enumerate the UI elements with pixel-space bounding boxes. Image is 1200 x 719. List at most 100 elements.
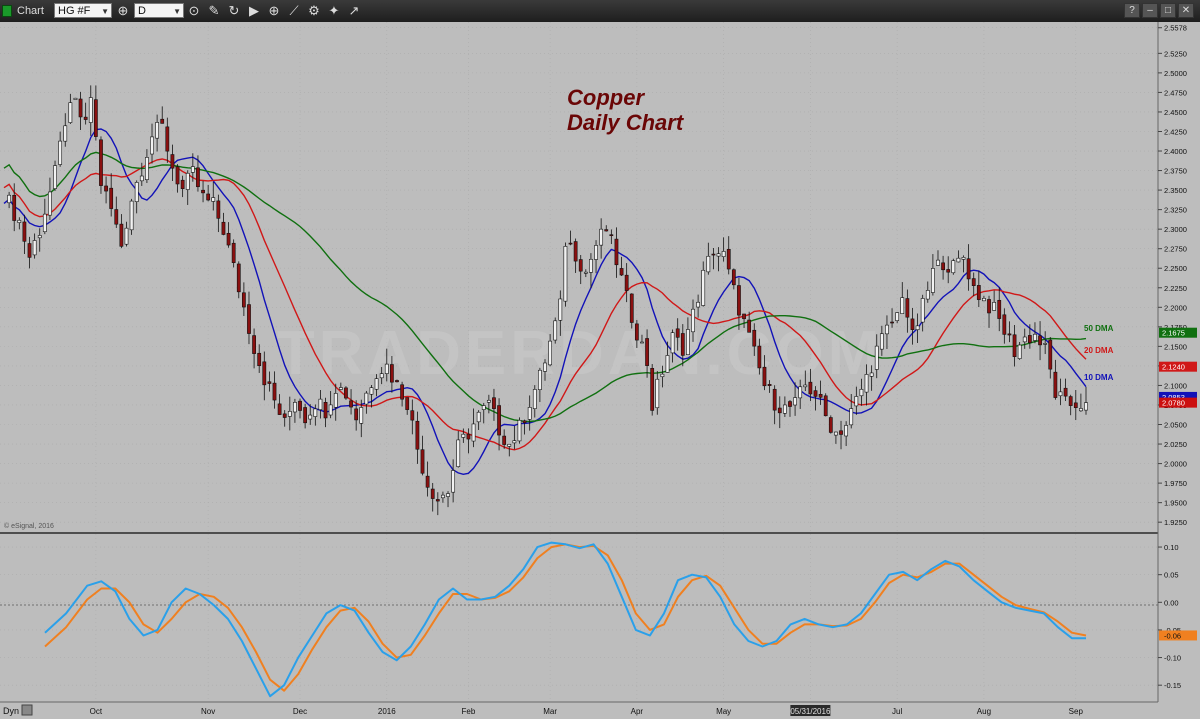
candle bbox=[931, 254, 935, 296]
twitter-icon[interactable]: ✦ bbox=[328, 3, 340, 18]
candle bbox=[782, 396, 787, 417]
zoom-in-icon[interactable]: ⊕ bbox=[268, 3, 280, 18]
candle bbox=[287, 396, 292, 431]
candle bbox=[772, 385, 777, 425]
minimize-button[interactable]: – bbox=[1142, 3, 1158, 18]
candle bbox=[476, 410, 481, 430]
candle bbox=[272, 371, 277, 409]
candle bbox=[430, 482, 435, 512]
candle bbox=[42, 198, 47, 235]
lock-icon[interactable]: ⊙ bbox=[188, 3, 200, 18]
candle bbox=[788, 399, 792, 417]
price-tick-label: 2.2250 bbox=[1164, 284, 1187, 293]
candle bbox=[446, 491, 450, 508]
settings-icon[interactable]: ⚙ bbox=[308, 3, 320, 18]
candle bbox=[849, 393, 854, 429]
candle bbox=[114, 196, 119, 228]
oscillator-tick-label: -0.15 bbox=[1164, 681, 1181, 690]
candle bbox=[1048, 337, 1053, 379]
price-tick-label: 1.9250 bbox=[1164, 518, 1187, 527]
candle bbox=[614, 227, 619, 278]
help-button[interactable]: ? bbox=[1124, 3, 1140, 18]
price-tick-label: 2.3500 bbox=[1164, 186, 1187, 195]
candle bbox=[721, 237, 726, 262]
link-icon[interactable]: ⊕ bbox=[117, 3, 129, 18]
time-tick-label: May bbox=[716, 707, 731, 716]
candle bbox=[277, 394, 282, 415]
scroll-handle[interactable] bbox=[21, 704, 33, 716]
price-tick-label: 2.0000 bbox=[1164, 460, 1187, 469]
candle bbox=[471, 408, 476, 448]
candle bbox=[747, 311, 752, 333]
candle bbox=[874, 334, 879, 379]
play-icon[interactable]: ▶ bbox=[249, 3, 259, 18]
candle bbox=[196, 155, 200, 192]
candle bbox=[492, 388, 496, 421]
candle bbox=[1017, 341, 1022, 360]
candle bbox=[1058, 378, 1063, 406]
candle bbox=[777, 396, 782, 429]
chevron-down-icon: ▼ bbox=[173, 7, 181, 16]
candle bbox=[1043, 331, 1048, 355]
symbol-input[interactable]: HG #F ▼ bbox=[54, 3, 112, 18]
price-tick-label: 2.5000 bbox=[1164, 69, 1187, 78]
candle bbox=[206, 184, 211, 202]
candle bbox=[93, 85, 98, 141]
candle bbox=[369, 384, 374, 408]
candle bbox=[1033, 322, 1037, 344]
ma-value-label: 2.1240 bbox=[1162, 363, 1185, 372]
candle bbox=[145, 149, 149, 183]
candle bbox=[293, 398, 297, 423]
oscillator-tick-label: -0.10 bbox=[1164, 654, 1181, 663]
interval-select[interactable]: D ▼ bbox=[134, 3, 184, 18]
candle bbox=[716, 247, 721, 272]
copyright-label: © eSignal, 2016 bbox=[4, 522, 54, 530]
candle bbox=[599, 218, 604, 259]
refresh-icon[interactable]: ↻ bbox=[228, 3, 240, 18]
candle bbox=[134, 180, 139, 214]
candle bbox=[349, 389, 353, 415]
price-tick-label: 2.2750 bbox=[1164, 245, 1187, 254]
candle bbox=[12, 183, 17, 232]
candle bbox=[73, 97, 78, 100]
candle bbox=[58, 131, 63, 167]
price-tick-label: 2.0500 bbox=[1164, 421, 1187, 430]
maximize-button[interactable]: □ bbox=[1160, 3, 1176, 18]
candle bbox=[211, 181, 216, 211]
candle bbox=[971, 272, 976, 297]
candle bbox=[834, 431, 838, 444]
candle bbox=[262, 351, 267, 401]
candle bbox=[854, 386, 859, 415]
candle bbox=[645, 329, 649, 378]
candle bbox=[415, 411, 420, 464]
candle bbox=[538, 367, 542, 403]
candle bbox=[553, 317, 558, 344]
candle bbox=[323, 397, 328, 428]
candle bbox=[37, 228, 42, 252]
candle bbox=[497, 398, 501, 451]
close-button[interactable]: ✕ bbox=[1178, 3, 1194, 18]
candle bbox=[925, 281, 930, 303]
candle bbox=[78, 91, 83, 131]
candle bbox=[109, 173, 114, 217]
candle bbox=[844, 421, 849, 447]
candle bbox=[461, 428, 466, 443]
price-tick-label: 2.4250 bbox=[1164, 127, 1187, 136]
candle bbox=[303, 403, 308, 429]
ma-value-badge bbox=[1159, 361, 1197, 372]
candle bbox=[982, 295, 986, 302]
candle bbox=[313, 404, 318, 426]
candle bbox=[823, 393, 828, 417]
candle bbox=[992, 290, 997, 311]
share-icon[interactable]: ↗ bbox=[348, 3, 360, 18]
chart-window-icon bbox=[2, 5, 12, 17]
candle bbox=[32, 233, 37, 259]
draw-icon[interactable]: ⟋ bbox=[289, 3, 299, 18]
ma-line-50 bbox=[3, 151, 1087, 423]
candle bbox=[48, 177, 52, 220]
candle bbox=[798, 379, 803, 409]
price-tick-label: 2.3750 bbox=[1164, 167, 1187, 176]
time-tick-label: 2016 bbox=[378, 707, 396, 716]
candle bbox=[951, 258, 956, 275]
pencil-icon[interactable]: ✎ bbox=[208, 3, 220, 18]
